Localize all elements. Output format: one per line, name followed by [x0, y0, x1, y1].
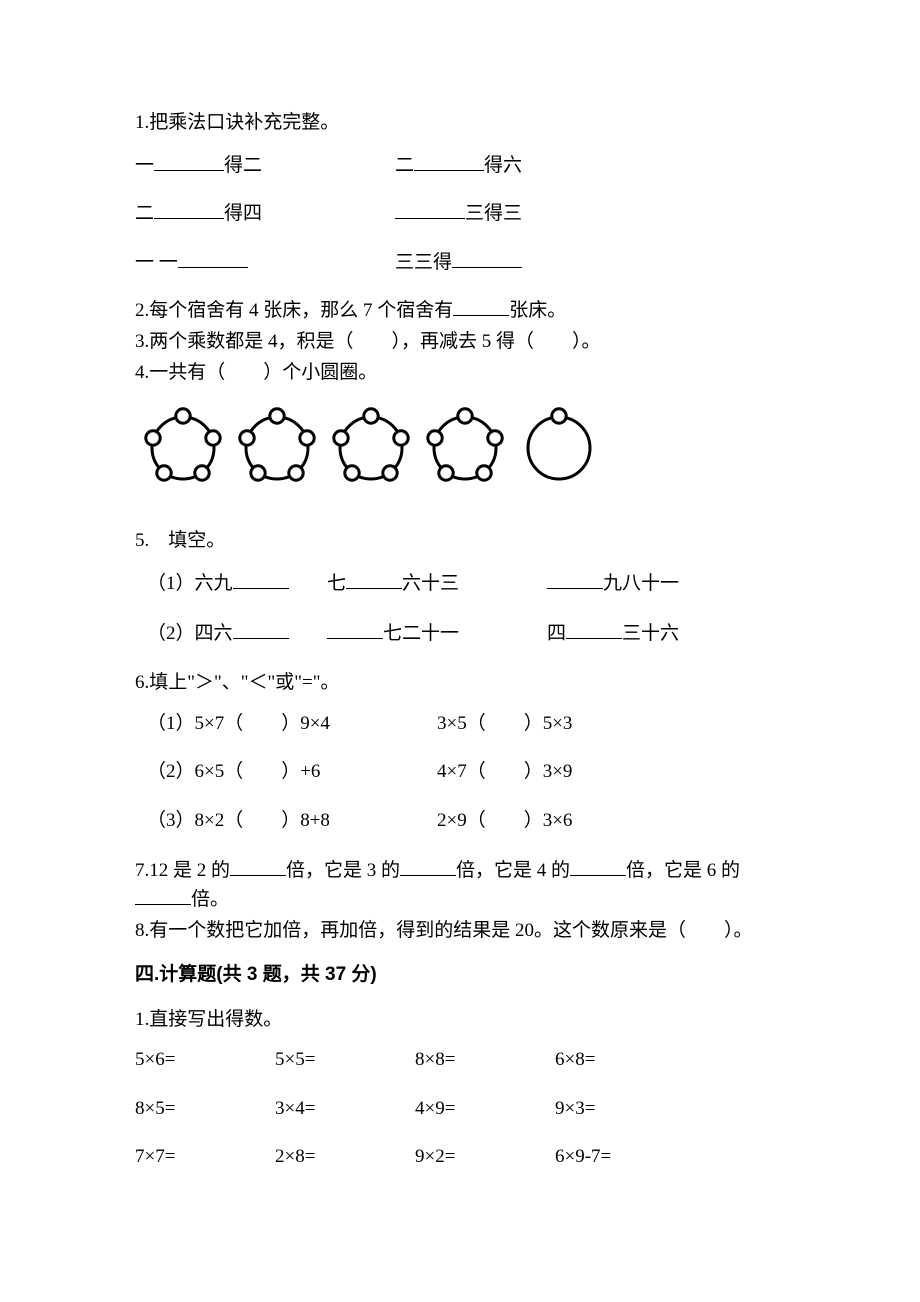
calc-row-2: 7×7= 2×8= 9×2= 6×9-7= — [135, 1144, 785, 1171]
q1-row-1: 二 得四 三得三 — [135, 199, 785, 228]
q5-1-c-post: 九八十一 — [603, 573, 679, 594]
q3-text: 3.两个乘数都是 4，积是（ ），再减去 5 得（ ）。 — [135, 329, 785, 356]
q6-row-0: （1）5×7（ ）9×4 3×5（ ）5×3 — [135, 711, 785, 738]
q1-title: 1.把乘法口诀补充完整。 — [135, 110, 785, 137]
q1-r2-right-pre: 三三得 — [395, 252, 452, 273]
q7-e: 倍。 — [191, 889, 229, 910]
blank — [570, 856, 626, 876]
q6-r2-left: （3）8×2（ ）8+8 — [147, 808, 437, 835]
blank — [346, 569, 402, 589]
q1-r0-right-pre: 二 — [395, 155, 414, 176]
calc-cell: 9×3= — [555, 1096, 695, 1123]
blank — [414, 151, 484, 171]
blank — [327, 619, 383, 639]
q5-2-a-pre: 四六 — [195, 623, 233, 644]
q2-q4-block: 2.每个宿舍有 4 张床，那么 7 个宿舍有 张床。 3.两个乘数都是 4，积是（… — [135, 296, 785, 386]
q7-q8-block: 7.12 是 2 的 倍，它是 3 的 倍，它是 4 的 倍，它是 6 的 倍。 8.… — [135, 856, 785, 944]
calc-cell: 3×4= — [275, 1096, 415, 1123]
calc-cell: 2×8= — [275, 1144, 415, 1171]
q1-r0-left-pre: 一 — [135, 155, 154, 176]
blank — [452, 248, 522, 268]
calc-row-1: 8×5= 3×4= 4×9= 9×3= — [135, 1096, 785, 1123]
q5-2-b-post: 七二十一 — [383, 623, 459, 644]
calc-cell: 7×7= — [135, 1144, 275, 1171]
q4-text: 4.一共有（ ）个小圆圈。 — [135, 360, 785, 387]
section-4-title: 四.计算题(共 3 题，共 37 分) — [135, 962, 785, 989]
calc-cell: 6×8= — [555, 1047, 695, 1074]
blank — [154, 151, 224, 171]
calc-cell: 4×9= — [415, 1096, 555, 1123]
q1-row-2: 一 一 三三得 — [135, 248, 785, 277]
q1-r1-left-pre: 二 — [135, 203, 154, 224]
q1-r0-left-post: 得二 — [224, 155, 262, 176]
q1-r1-right-post: 三得三 — [465, 203, 522, 224]
calc-cell: 9×2= — [415, 1144, 555, 1171]
blank — [178, 248, 248, 268]
q7-a: 7.12 是 2 的 — [135, 860, 230, 881]
q5-1-b-pre: 七 — [327, 573, 346, 594]
q6-row-2: （3）8×2（ ）8+8 2×9（ ）3×6 — [135, 808, 785, 835]
blank — [233, 619, 289, 639]
q6-r0-left: （1）5×7（ ）9×4 — [147, 711, 437, 738]
calc-title: 1.直接写出得数。 — [135, 1007, 785, 1034]
q5-2-c-pre: 四 — [547, 623, 566, 644]
q1-r2-left-pre: 一 一 — [135, 252, 178, 273]
calc-row-0: 5×6= 5×5= 8×8= 6×8= — [135, 1047, 785, 1074]
q5-1-label: （1） — [147, 573, 195, 594]
q1-row-0: 一 得二 二 得六 — [135, 151, 785, 180]
q7-d: 倍，它是 6 的 — [626, 860, 740, 881]
q7-c: 倍，它是 4 的 — [456, 860, 570, 881]
q1-r0-right-post: 得六 — [484, 155, 522, 176]
calc-cell: 8×8= — [415, 1047, 555, 1074]
q6-r1-right: 4×7（ ）3×9 — [437, 759, 785, 786]
q6-row-1: （2）6×5（ ）+6 4×7（ ）3×9 — [135, 759, 785, 786]
blank — [566, 619, 622, 639]
calc-cell: 6×9-7= — [555, 1144, 695, 1171]
blank — [233, 569, 289, 589]
blank — [453, 296, 509, 316]
q5-2-label: （2） — [147, 623, 195, 644]
blank — [547, 569, 603, 589]
q7-b: 倍，它是 3 的 — [286, 860, 400, 881]
q5-1-b-post: 六十三 — [402, 573, 459, 594]
q5-2-c-post: 三十六 — [622, 623, 679, 644]
blank — [400, 856, 456, 876]
q6-r2-right: 2×9（ ）3×6 — [437, 808, 785, 835]
q6-r0-right: 3×5（ ）5×3 — [437, 711, 785, 738]
blank — [135, 885, 191, 905]
q5-line2: （2）四六 七二十一 四 三十六 — [135, 619, 785, 648]
blank — [230, 856, 286, 876]
q1-r1-left-post: 得四 — [224, 203, 262, 224]
q6-r1-left: （2）6×5（ ）+6 — [147, 759, 437, 786]
q5-line1: （1）六九 七 六十三 九八十一 — [135, 569, 785, 598]
q5-title: 5. 填空。 — [135, 528, 785, 555]
q2-post: 张床。 — [509, 300, 566, 321]
q5-1-a-pre: 六九 — [195, 573, 233, 594]
circles-diagram — [135, 402, 615, 492]
calc-cell: 5×6= — [135, 1047, 275, 1074]
q2-pre: 2.每个宿舍有 4 张床，那么 7 个宿舍有 — [135, 300, 453, 321]
blank — [395, 199, 465, 219]
q8-text: 8.有一个数把它加倍，再加倍，得到的结果是 20。这个数原来是（ ）。 — [135, 918, 785, 945]
blank — [154, 199, 224, 219]
calc-cell: 8×5= — [135, 1096, 275, 1123]
calc-cell: 5×5= — [275, 1047, 415, 1074]
q6-title: 6.填上"＞"、"＜"或"="。 — [135, 670, 785, 697]
